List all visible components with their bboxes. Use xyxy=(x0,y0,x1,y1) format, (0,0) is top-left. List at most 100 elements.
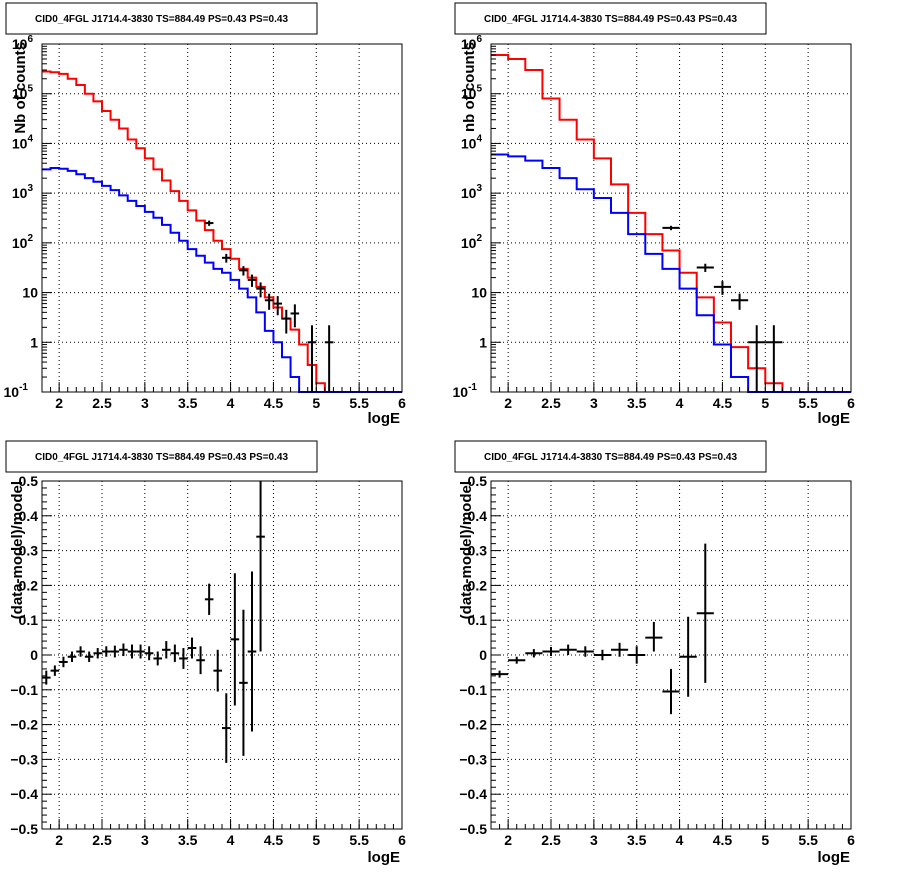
data-point xyxy=(222,693,231,763)
data-point xyxy=(645,621,663,652)
series-line-red xyxy=(491,54,851,393)
y-tick-label: 0.5 xyxy=(19,473,39,489)
data-point xyxy=(307,325,317,392)
data-point xyxy=(542,646,560,657)
data-point xyxy=(213,649,222,692)
x-tick-label: 2 xyxy=(55,832,63,848)
y-tick-label: −0.4 xyxy=(10,786,38,802)
x-tick-label: 4 xyxy=(676,832,684,848)
x-tick-label: 2 xyxy=(504,832,512,848)
data-point xyxy=(247,274,257,287)
data-point xyxy=(290,304,300,328)
y-tick-label: 0 xyxy=(30,647,38,663)
data-point xyxy=(696,263,714,272)
y-tick-label: −0.4 xyxy=(459,786,487,802)
x-tick-label: 6 xyxy=(398,395,406,411)
data-point xyxy=(239,609,248,756)
data-point xyxy=(256,282,265,298)
y-tick-label: −0.2 xyxy=(10,717,38,733)
data-point xyxy=(576,646,594,657)
x-tick-label: 3.5 xyxy=(627,832,647,848)
data-point xyxy=(84,651,94,662)
x-tick-label: 4.5 xyxy=(713,395,733,411)
y-tick-label: 0.1 xyxy=(468,612,488,628)
title-box xyxy=(454,440,767,473)
y-tick-label: 1 xyxy=(479,334,487,350)
data-point xyxy=(170,644,180,662)
data-point xyxy=(508,656,526,664)
data-point xyxy=(713,281,731,295)
y-tick-label: −0.5 xyxy=(10,821,38,837)
data-point xyxy=(50,665,60,676)
y-tick-label: −0.5 xyxy=(459,821,487,837)
data-point xyxy=(256,481,265,652)
y-tick-exponent: 3 xyxy=(476,183,482,194)
y-tick-exponent: -1 xyxy=(19,382,28,393)
data-point xyxy=(110,645,120,658)
x-tick-label: 2.5 xyxy=(92,832,112,848)
data-point xyxy=(153,651,162,666)
y-tick-label: 0.4 xyxy=(19,508,39,524)
x-tick-label: 3 xyxy=(141,395,149,411)
data-point xyxy=(187,637,197,659)
x-tick-label: 5.5 xyxy=(349,832,369,848)
data-point xyxy=(731,293,749,310)
data-point xyxy=(196,646,205,675)
y-tick-exponent: 2 xyxy=(476,233,482,244)
data-point xyxy=(662,668,680,715)
data-point xyxy=(222,253,231,263)
data-point xyxy=(67,651,77,662)
y-tick-exponent: 6 xyxy=(476,34,482,45)
data-point xyxy=(247,571,257,732)
data-point xyxy=(748,325,766,392)
data-point xyxy=(136,644,145,659)
y-tick-exponent: 4 xyxy=(476,133,482,144)
data-point xyxy=(491,670,509,678)
x-tick-label: 4 xyxy=(227,832,235,848)
data-point xyxy=(611,642,629,657)
y-axis-label: (data-model)/model xyxy=(458,481,475,619)
y-tick-label: 0.3 xyxy=(19,543,39,559)
y-tick-label: 0.2 xyxy=(19,577,39,593)
data-point xyxy=(273,296,282,316)
x-tick-label: 4.5 xyxy=(713,832,733,848)
x-tick-label: 2.5 xyxy=(541,832,561,848)
data-point xyxy=(324,325,334,392)
x-tick-label: 3 xyxy=(141,832,149,848)
x-tick-label: 5.5 xyxy=(798,395,818,411)
x-tick-label: 4.5 xyxy=(264,832,284,848)
data-point xyxy=(679,616,697,697)
y-tick-label: −0.2 xyxy=(459,717,487,733)
panel-counts-coarse: CID0_4FGL J1714.4-3830 TS=884.49 PS=0.43… xyxy=(453,2,855,427)
chart-title: CID0_4FGL J1714.4-3830 TS=884.49 PS=0.43… xyxy=(35,452,288,463)
x-axis-label: logE xyxy=(818,410,851,427)
data-point xyxy=(264,293,274,310)
y-tick-exponent: 2 xyxy=(27,233,33,244)
data-point xyxy=(559,644,577,655)
y-tick-label: −0.1 xyxy=(10,682,38,698)
x-tick-label: 6 xyxy=(847,395,855,411)
x-tick-label: 4 xyxy=(676,395,684,411)
data-point xyxy=(59,656,68,668)
title-box xyxy=(454,2,767,35)
x-tick-label: 3.5 xyxy=(178,832,198,848)
x-tick-label: 5 xyxy=(761,832,769,848)
y-tick-label: 0.3 xyxy=(468,543,488,559)
y-axis-label: (data-model)/model xyxy=(9,481,26,619)
y-tick-exponent: 5 xyxy=(27,84,33,95)
x-axis-label: logE xyxy=(368,849,401,866)
data-point xyxy=(76,646,85,657)
x-tick-label: 2.5 xyxy=(541,395,561,411)
data-point xyxy=(93,648,102,659)
panel-counts-fine: CID0_4FGL J1714.4-3830 TS=884.49 PS=0.43… xyxy=(4,2,406,427)
y-axis-label: Nb of counts xyxy=(12,42,29,134)
y-tick-exponent: 4 xyxy=(27,133,33,144)
y-axis-label: nb of counts xyxy=(461,42,478,132)
x-tick-label: 4.5 xyxy=(264,395,284,411)
y-tick-label: 0.2 xyxy=(468,577,488,593)
data-point xyxy=(525,649,543,658)
x-tick-label: 6 xyxy=(847,832,855,848)
panel-residuals-fine: CID0_4FGL J1714.4-3830 TS=884.49 PS=0.43… xyxy=(5,440,406,866)
x-tick-label: 4 xyxy=(227,395,235,411)
